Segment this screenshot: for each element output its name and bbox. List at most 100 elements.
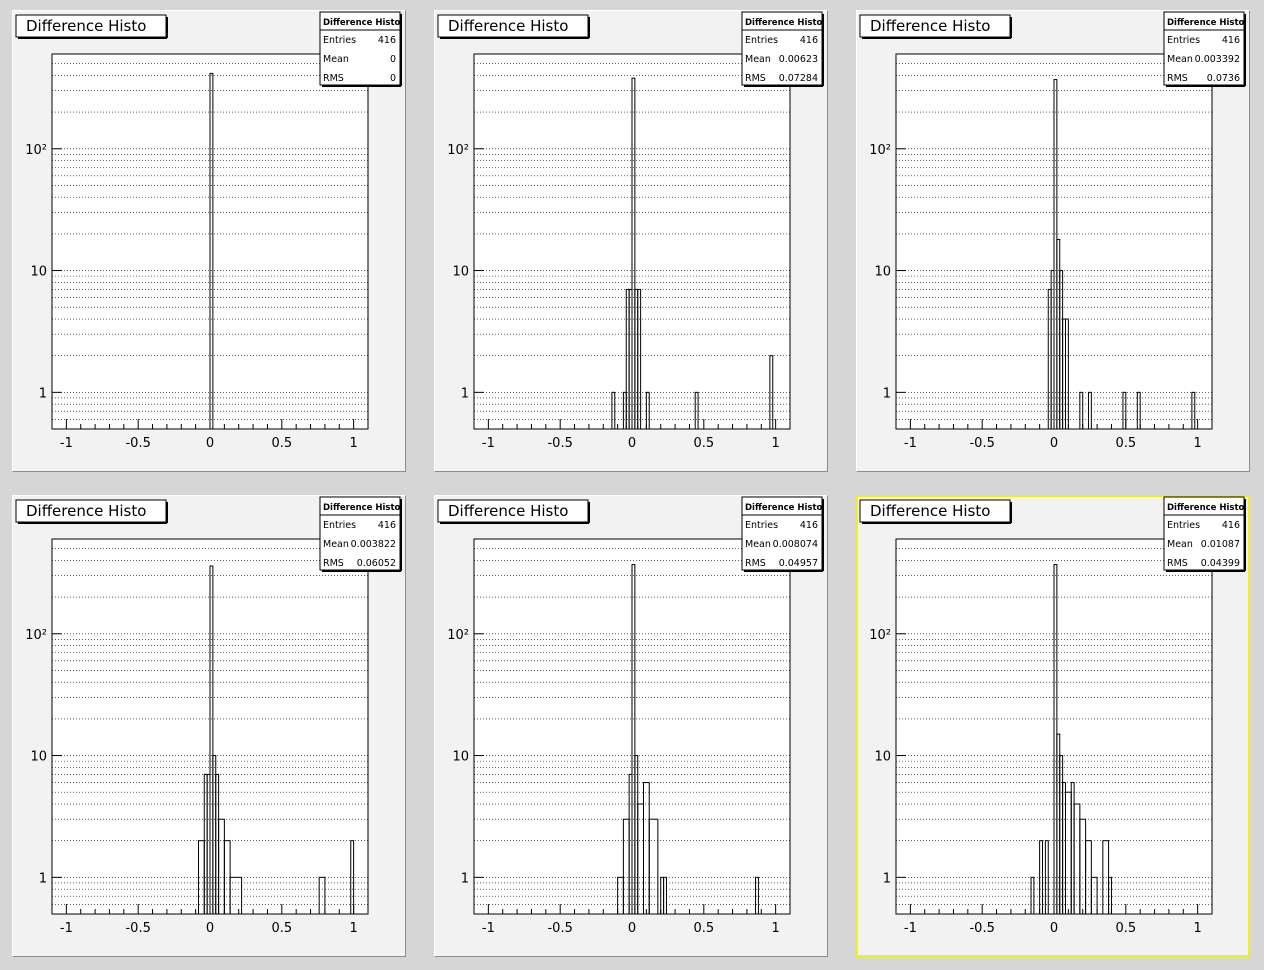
x-axis: -1 -0.5 0 0.5 1 (482, 419, 780, 451)
y-tick-label: 10² (447, 143, 469, 158)
stats-label-rms: RMS (1167, 558, 1188, 569)
histogram-bars (198, 565, 355, 915)
histogram-bar (631, 564, 636, 915)
stats-box: Difference Histo Entries 416 Mean 0.00623 RMS… (741, 11, 824, 87)
pad-bevel-dark (12, 10, 406, 472)
stats-label-mean: Mean (745, 54, 771, 65)
histogram-bar (637, 288, 642, 430)
y-axis: 1 10 10² (25, 628, 62, 886)
x-tick-label: -0.5 (125, 921, 150, 936)
histogram-bar (350, 840, 355, 915)
x-axis: -1 -0.5 0 0.5 1 (60, 904, 358, 936)
stats-label-entries: Entries (323, 35, 356, 46)
stats-value-mean: 0.008074 (773, 539, 818, 550)
histogram-bars (1030, 564, 1112, 915)
x-tick-label: 1 (771, 921, 779, 936)
stats-label-entries: Entries (1167, 35, 1200, 46)
stats-value-mean: 0 (390, 54, 396, 65)
x-tick-label: -0.5 (969, 436, 994, 451)
x-axis: -1 -0.5 0 0.5 1 (482, 904, 780, 936)
pad-selected-border (856, 495, 1250, 957)
stats-label-mean: Mean (323, 54, 349, 65)
histogram-bar (769, 355, 774, 430)
stats-value-rms: 0.07284 (779, 73, 818, 84)
stats-value-mean: 0.01087 (1201, 539, 1240, 550)
pad-bevel-light (12, 10, 406, 472)
x-axis: -1 -0.5 0 0.5 1 (904, 904, 1202, 936)
histogram-bar (209, 72, 214, 430)
pad-bevel-dark (434, 10, 828, 472)
stats-value-mean: 0.003392 (1195, 54, 1240, 65)
x-tick-label: 0 (1050, 921, 1058, 936)
y-tick-label: 10 (874, 265, 891, 280)
x-tick-label: 0.5 (693, 921, 714, 936)
histogram-title: Difference Histo (870, 17, 990, 35)
histogram-bar (648, 818, 659, 915)
y-tick-label: 10² (25, 628, 47, 643)
y-tick-label: 10 (874, 750, 891, 765)
stats-label-mean: Mean (323, 539, 349, 550)
stats-label-entries: Entries (1167, 520, 1200, 531)
histogram-bar (209, 565, 214, 915)
x-tick-label: -1 (60, 436, 73, 451)
x-tick-label: -1 (904, 921, 917, 936)
y-tick-label: 10² (447, 628, 469, 643)
pad-bevel-light (12, 495, 406, 957)
y-tick-label: 1 (39, 871, 47, 886)
y-axis: 1 10 10² (25, 143, 62, 401)
x-tick-label: 1 (349, 921, 357, 936)
histogram-bar (1090, 876, 1098, 915)
histogram-bar (1039, 840, 1044, 915)
y-tick-label: 10 (30, 750, 47, 765)
histogram-title: Difference Histo (448, 17, 568, 35)
y-tick-label: 10² (869, 628, 891, 643)
pad-bevel-light (434, 495, 828, 957)
histogram-bar (1122, 391, 1127, 430)
y-tick-label: 1 (39, 386, 47, 401)
stats-label-mean: Mean (1167, 54, 1193, 65)
y-tick-label: 1 (883, 386, 891, 401)
y-tick-label: 10² (25, 143, 47, 158)
histogram-bars (1047, 79, 1196, 430)
stats-box-frame (319, 496, 401, 571)
stats-label-entries: Entries (745, 35, 778, 46)
x-tick-label: -0.5 (125, 436, 150, 451)
x-tick-label: -1 (904, 436, 917, 451)
stats-box-frame (741, 11, 823, 86)
stats-value-rms: 0 (390, 73, 396, 84)
stats-label-mean: Mean (1167, 539, 1193, 550)
y-tick-label: 1 (461, 386, 469, 401)
x-tick-label: -0.5 (547, 436, 572, 451)
stats-value-rms: 0.06052 (357, 558, 396, 569)
histogram-bar (1044, 840, 1049, 915)
histogram-bars (611, 77, 774, 430)
pad-bevel-dark (856, 10, 1250, 472)
stats-value-entries: 416 (378, 520, 396, 531)
stats-value-mean: 0.003822 (351, 539, 396, 550)
stats-label-mean: Mean (745, 539, 771, 550)
histogram-bar (611, 391, 616, 430)
stats-value-entries: 416 (1222, 520, 1240, 531)
x-tick-label: -1 (482, 921, 495, 936)
stats-value-rms: 0.0736 (1207, 73, 1240, 84)
stats-label-rms: RMS (745, 73, 766, 84)
x-tick-label: 0 (628, 436, 636, 451)
x-tick-label: 1 (1193, 921, 1201, 936)
x-tick-label: 1 (349, 436, 357, 451)
x-tick-label: -1 (482, 436, 495, 451)
stats-title: Difference Histo (745, 503, 823, 513)
x-tick-label: 0 (628, 921, 636, 936)
stats-value-rms: 0.04957 (779, 558, 818, 569)
histogram-title: Difference Histo (448, 502, 568, 520)
x-tick-label: 0.5 (693, 436, 714, 451)
x-axis: -1 -0.5 0 0.5 1 (904, 419, 1202, 451)
x-tick-label: -0.5 (969, 921, 994, 936)
x-tick-label: 1 (1193, 436, 1201, 451)
